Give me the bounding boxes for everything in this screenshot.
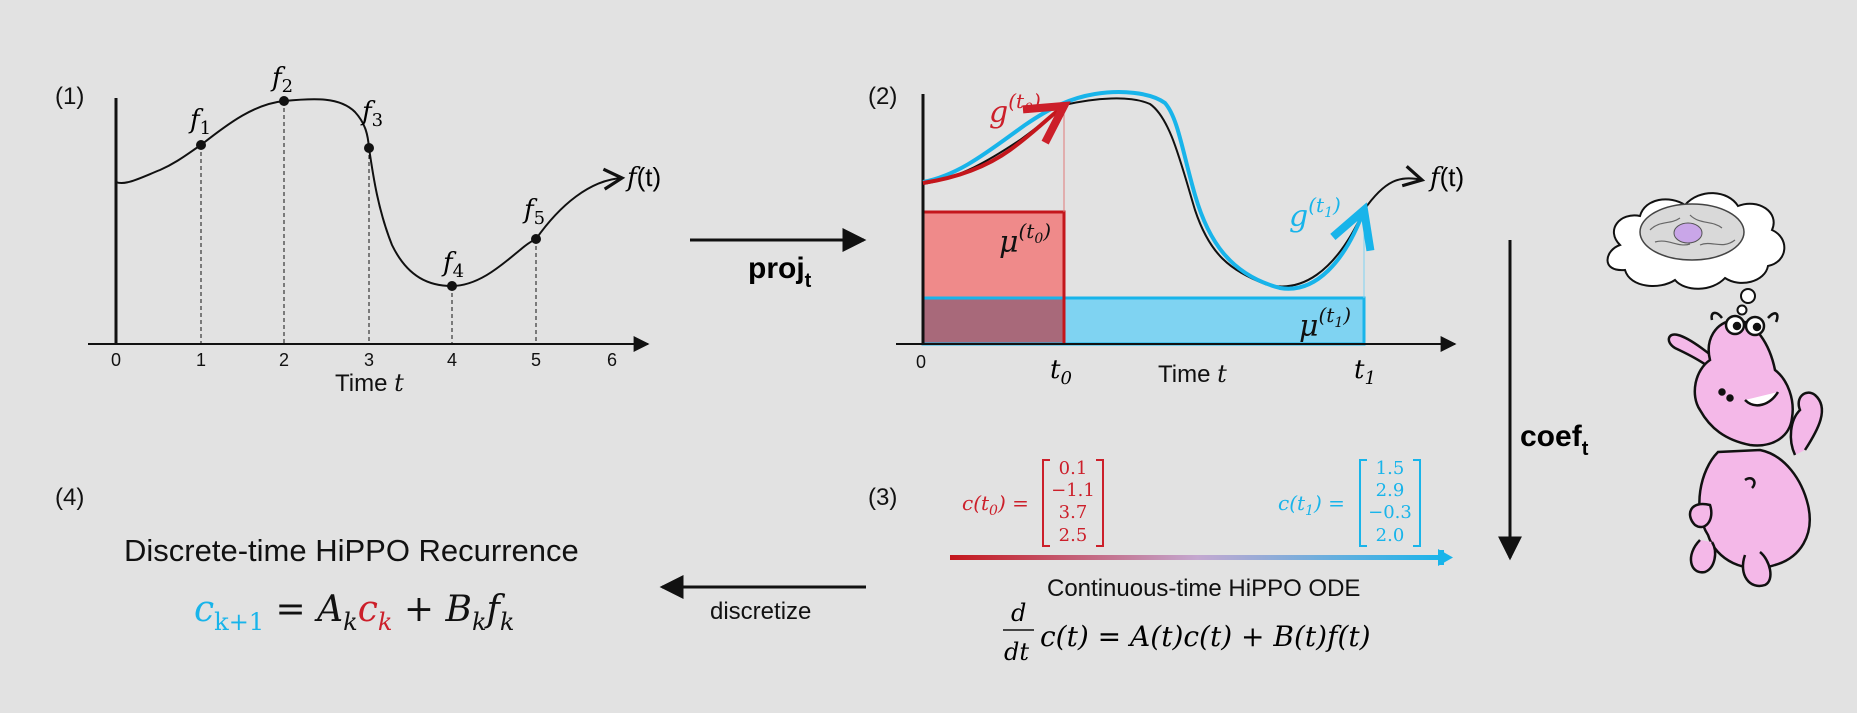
sample-label-f5: f5 — [522, 195, 545, 229]
c-t0-lhs: c(t0) = — [962, 491, 1029, 519]
discretize-label: discretize — [710, 598, 811, 625]
panel-2-function-label: f(t) — [1428, 162, 1464, 193]
gradient-bar-arrowhead — [1438, 549, 1453, 566]
c-t1-value: −0.3 — [1368, 502, 1412, 523]
sample-point — [196, 140, 206, 150]
coef-arrow: coeft — [1498, 240, 1589, 561]
mascot — [1606, 192, 1824, 588]
pink-hippo-icon — [1667, 311, 1824, 588]
panel-1-x-title: Time t — [335, 369, 404, 397]
proj-arrow: projt — [690, 228, 867, 292]
x-tick-label: 5 — [531, 350, 541, 370]
coef-label: coeft — [1520, 420, 1589, 460]
c-t0-vector — [1042, 459, 1104, 547]
t0-tick-label: t0 — [1050, 355, 1072, 389]
g-t0-approximation — [922, 106, 1064, 185]
c-t1-lhs: c(t1) = — [1278, 491, 1345, 519]
panel-2-x-title: Time t — [1158, 360, 1227, 388]
c-t1-values: 1.5 2.9 −0.3 2.0 — [1368, 458, 1412, 546]
panel-4-label: (4) — [55, 484, 84, 511]
panel-2-x-tick-0: 0 — [916, 352, 926, 372]
sample-point — [447, 281, 457, 291]
sample-point — [364, 143, 374, 153]
panel-2-label: (2) — [868, 83, 897, 110]
proj-label: projt — [748, 252, 812, 292]
ode-equation: d dt c(t) = A(t)c(t) + B(t)f(t) — [1003, 599, 1371, 666]
panel-3-label: (3) — [868, 484, 897, 511]
c-t1-vector — [1359, 459, 1421, 547]
c-t0-value: −1.1 — [1051, 480, 1095, 501]
c-t1-value: 2.9 — [1376, 480, 1405, 501]
panel-1-x-ticks: 0 1 2 3 4 5 6 — [111, 350, 617, 370]
x-tick-label: 1 — [196, 350, 206, 370]
sample-point — [279, 96, 289, 106]
panel-1-function-label: f(t) — [625, 162, 661, 193]
ode-title: Continuous-time HiPPO ODE — [1047, 575, 1360, 602]
recurrence-equation: ck+1 = Akck + Bkfk — [194, 589, 514, 636]
ode-rhs: c(t) = A(t)c(t) + B(t)f(t) — [1040, 620, 1371, 653]
mu-overlap-box — [921, 296, 1066, 346]
c-t0-values: 0.1 −1.1 3.7 2.5 — [1051, 458, 1095, 546]
panel-1: (1) f1 f2 f3 f4 f5 f(t) 0 — [55, 63, 661, 397]
discretize-arrow: discretize — [659, 575, 866, 625]
recurrence-title: Discrete-time HiPPO Recurrence — [124, 533, 579, 568]
gradient-time-bar — [950, 555, 1445, 560]
t1-tick-label: t1 — [1354, 355, 1376, 389]
sample-label-f3: f3 — [360, 97, 383, 131]
sample-label-f2: f2 — [270, 63, 293, 97]
panel-1-drop-lines — [200, 101, 537, 344]
x-tick-label: 2 — [279, 350, 289, 370]
x-tick-label: 6 — [607, 350, 617, 370]
panel-4: (4) Discrete-time HiPPO Recurrence ck+1 … — [55, 484, 579, 636]
c-t0-value: 3.7 — [1059, 502, 1088, 523]
panel-1-label: (1) — [55, 83, 84, 110]
c-t0-value: 0.1 — [1059, 458, 1088, 479]
ode-denominator: dt — [1004, 638, 1029, 666]
sample-label-f4: f4 — [441, 248, 464, 282]
c-t1-value: 1.5 — [1376, 458, 1405, 479]
g-t1-label: g(t1) — [1289, 193, 1341, 234]
mu-t1-label: μ(t1) — [1299, 303, 1351, 344]
c-t0-value: 2.5 — [1059, 525, 1088, 546]
x-tick-label: 0 — [111, 350, 121, 370]
c-t1-value: 2.0 — [1376, 525, 1405, 546]
panel-3: (3) c(t0) = 0.1 −1.1 3.7 2.5 c(t1) = 1.5… — [868, 458, 1453, 666]
x-tick-label: 4 — [447, 350, 457, 370]
sample-point — [531, 234, 541, 244]
panel-2: (2) g(t0) g(t1) μ(t0) μ(t1) f(t) 0 t0 t1… — [868, 83, 1464, 389]
brain-icon — [1606, 192, 1786, 316]
panel-1-sample-points — [196, 96, 541, 291]
mu-t0-label: μ(t0) — [999, 219, 1051, 260]
g-t0-label: g(t0) — [989, 89, 1041, 130]
ode-numerator: d — [1011, 599, 1026, 627]
x-tick-label: 3 — [364, 350, 374, 370]
sample-label-f1: f1 — [188, 105, 211, 139]
